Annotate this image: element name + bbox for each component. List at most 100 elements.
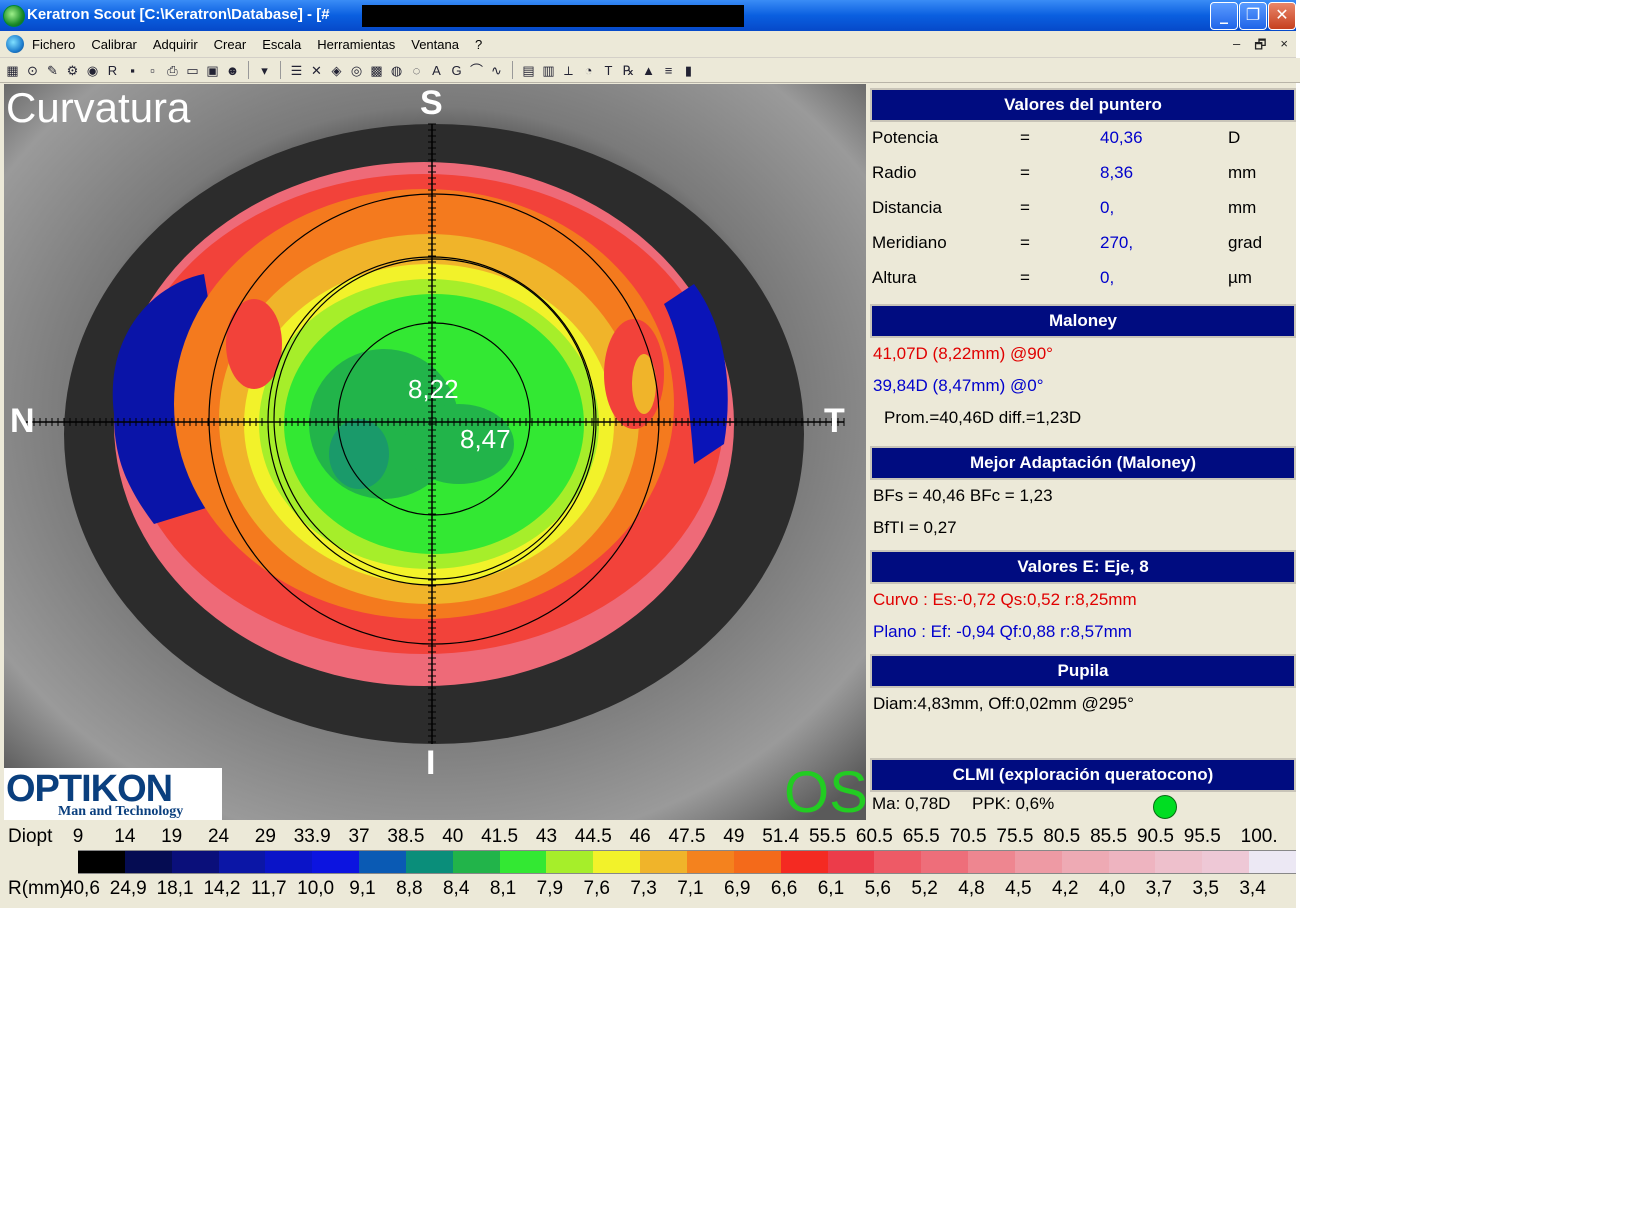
diopt-tick-label: 60.5 <box>855 826 893 847</box>
best-fit-line-2: BfTI = 0,27 <box>873 518 957 537</box>
color-swatch <box>1249 851 1296 873</box>
mdi-minimize-button[interactable]: – <box>1232 36 1241 51</box>
target-icon[interactable]: ◍ <box>390 62 403 78</box>
camera-icon[interactable]: ⊙ <box>27 62 38 78</box>
save-icon[interactable]: ▪ <box>130 62 135 78</box>
display-icon[interactable]: ▣ <box>206 62 219 78</box>
menu-calibrar[interactable]: Calibrar <box>91 37 137 52</box>
radius-label: R(mm) <box>8 878 67 899</box>
color-swatch <box>218 851 266 873</box>
diopt-tick-label: 90.5 <box>1136 826 1174 847</box>
temporal-label: T <box>824 402 845 440</box>
e-values-curvo: Curvo : Es:-0,72 Qs:0,52 r:8,25mm <box>873 590 1137 609</box>
title-bar[interactable]: Keratron Scout [C:\Keratron\Database] - … <box>0 0 1296 31</box>
globe-icon[interactable]: ◉ <box>86 62 99 78</box>
radius-tick-label: 5,2 <box>911 878 938 899</box>
diopt-tick-label: 70.5 <box>949 826 987 847</box>
keratoconus-status-indicator <box>1153 795 1177 819</box>
profile-icon[interactable]: ⌒ <box>469 62 483 78</box>
wave-icon[interactable]: ∿ <box>491 62 502 78</box>
diopt-tick-label: 9 <box>72 826 84 847</box>
grid-icon[interactable]: ☰ <box>290 62 303 78</box>
maximize-button[interactable]: ❐ <box>1239 2 1267 30</box>
menu-adquirir[interactable]: Adquirir <box>152 37 198 52</box>
patient-icon[interactable]: ☻ <box>225 62 240 78</box>
mdi-close-button[interactable]: × <box>1280 36 1288 51</box>
close-button[interactable]: ✕ <box>1268 2 1296 30</box>
curvature-map[interactable]: Curvatura S N T I 8,22 8,47 OS OPTIKON M… <box>4 84 866 820</box>
diopt-tick-label: 44.5 <box>574 826 612 847</box>
pointer-row: Potencia = 40,36 D <box>870 122 1296 157</box>
chart-icon[interactable]: ▥ <box>542 62 555 78</box>
pointer-unit: D <box>1228 128 1241 147</box>
circle-icon[interactable]: ◌ <box>412 62 421 78</box>
app-icon[interactable] <box>3 5 25 27</box>
color-swatch <box>874 851 922 873</box>
radius-tick-label: 3,4 <box>1239 878 1266 899</box>
pointer-icon[interactable]: ✎ <box>47 62 58 78</box>
preview-icon[interactable]: ▭ <box>186 62 199 78</box>
flat-k-value: 8,47 <box>460 424 511 454</box>
diopt-tick-label: 80.5 <box>1043 826 1081 847</box>
pointer-value: 270, <box>1100 233 1134 252</box>
lens-icon[interactable]: ◔ <box>584 62 593 78</box>
mesh-icon[interactable]: ▩ <box>370 62 383 78</box>
inferior-label: I <box>426 744 436 782</box>
radius-tick-label: 4,2 <box>1051 878 1079 899</box>
pointer-row: Radio = 8,36 mm <box>870 157 1296 192</box>
disk-icon[interactable]: ▫ <box>150 62 155 78</box>
menu-bar: Fichero Calibrar Adquirir Crear Escala Herram… <box>0 32 1296 58</box>
pointer-equals: = <box>1020 198 1030 217</box>
clmi-header: CLMI (exploración queratocono) <box>870 758 1296 792</box>
diopt-tick-label: 40 <box>442 826 464 847</box>
minimize-button[interactable]: _ <box>1210 2 1238 30</box>
maloney-flat: 39,84D (8,47mm) @0° <box>873 376 1044 395</box>
g-icon[interactable]: G <box>451 62 462 78</box>
pointer-label: Distancia <box>872 198 942 217</box>
layers-icon[interactable]: ◈ <box>331 62 342 78</box>
color-swatch <box>78 851 125 873</box>
close-x-icon[interactable]: ✕ <box>311 62 322 78</box>
radius-tick-label: 6,1 <box>817 878 845 899</box>
a-icon[interactable]: A <box>432 62 441 78</box>
pointer-label: Altura <box>872 268 917 287</box>
color-scale-icon[interactable]: ▲ <box>642 62 655 78</box>
calibrate-icon[interactable]: ⚙ <box>66 62 79 78</box>
levels-icon[interactable]: ▮ <box>684 62 693 78</box>
table-icon[interactable]: ▤ <box>522 62 535 78</box>
best-fit-section: Mejor Adaptación (Maloney) BFs = 40,46 B… <box>870 446 1296 550</box>
menu-crear[interactable]: Crear <box>213 37 247 52</box>
document-icon[interactable] <box>6 35 24 53</box>
pointer-equals: = <box>1020 268 1030 287</box>
text-icon[interactable]: T <box>604 62 613 78</box>
mdi-restore-button[interactable]: 🗗 <box>1254 37 1267 52</box>
e-values-section: Valores E: Eje, 8 Curvo : Es:-0,72 Qs:0,… <box>870 550 1296 654</box>
dropdown-icon[interactable]: ▾ <box>261 62 268 78</box>
crosshair <box>26 124 844 744</box>
optikon-logo: OPTIKON Man and Technology <box>4 768 222 820</box>
eye-label: OS <box>784 760 866 820</box>
menu-ventana[interactable]: Ventana <box>411 37 459 52</box>
toolbar-separator <box>512 61 513 79</box>
open-icon[interactable]: ▦ <box>6 62 19 78</box>
diopt-tick-label: 75.5 <box>996 826 1034 847</box>
e-values-plano: Plano : Ef: -0,94 Qf:0,88 r:8,57mm <box>873 622 1132 641</box>
eye-icon[interactable]: ◎ <box>350 62 363 78</box>
radius-tick-label: 7,9 <box>536 878 564 899</box>
radius-tick-label: 3,7 <box>1145 878 1173 899</box>
pointer-equals: = <box>1020 128 1030 147</box>
rx-icon[interactable]: ℞ <box>622 62 635 78</box>
ruler-icon[interactable]: ⟂ <box>564 62 573 78</box>
print-icon[interactable]: ⎙ <box>167 62 178 78</box>
menu-escala[interactable]: Escala <box>262 37 302 52</box>
toolbar: ▦ ⊙ ✎ ⚙ ◉ R ▪ ▫ ⎙ ▭ ▣ ☻ ▾ ☰ ✕ ◈ ◎ ▩ ◍ ◌ A G ⌒ ∿ ▤ ▥ ⟂ ◔ T ℞ ▲ ≡ ▮ <box>0 58 1300 83</box>
map-graphic <box>4 84 866 820</box>
diopt-tick-label: 46 <box>629 826 651 847</box>
menu-fichero[interactable]: Fichero <box>32 37 76 52</box>
menu-help[interactable]: ? <box>474 37 483 52</box>
scale-icon[interactable]: ≡ <box>664 62 673 78</box>
logo-brand: OPTIKON <box>6 768 173 810</box>
menu-herramientas[interactable]: Herramientas <box>317 37 396 52</box>
color-swatch <box>921 851 969 873</box>
rx-tool-icon[interactable]: R <box>107 62 118 78</box>
